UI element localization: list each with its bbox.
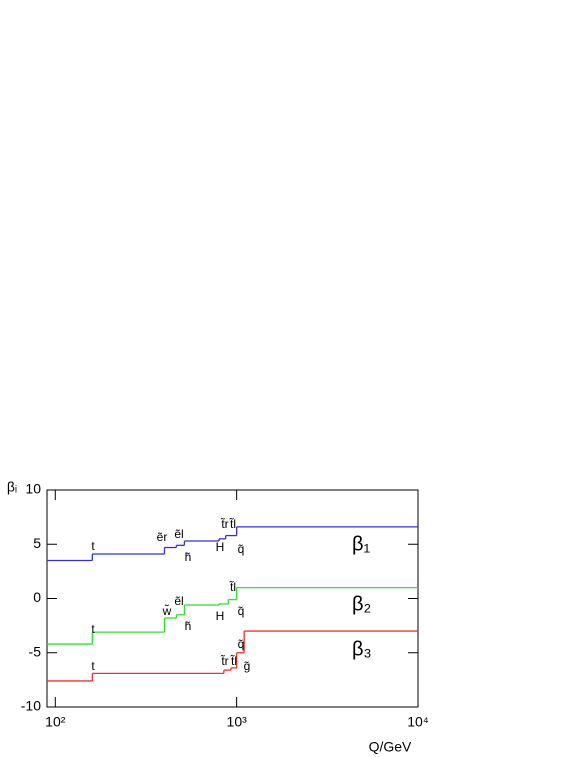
annotation: t — [91, 659, 95, 673]
annotation: ẽr — [157, 530, 168, 544]
y-axis-label: βᵢ — [7, 479, 17, 495]
annotation: t — [91, 622, 95, 636]
y-tick-label: -5 — [29, 643, 42, 659]
annotation: t̃r — [220, 654, 229, 669]
series-label: β₃ — [352, 638, 372, 660]
annotation: H — [216, 540, 225, 554]
x-tick-label: 10² — [45, 714, 66, 730]
annotation: H — [216, 609, 225, 623]
y-tick-label: 5 — [33, 535, 41, 551]
series-label: β₂ — [352, 593, 371, 615]
annotation: ẽl — [174, 594, 183, 608]
annotation: q̃ — [238, 604, 245, 618]
y-tick-label: 0 — [33, 589, 41, 605]
annotation: t̃l — [230, 654, 237, 669]
x-tick-label: 10⁴ — [407, 714, 429, 730]
annotation: g̃ — [244, 659, 251, 673]
annotation: q̃ — [238, 637, 245, 651]
x-axis-label: Q/GeV — [369, 739, 412, 755]
y-tick-label: -10 — [21, 698, 41, 714]
annotation: ẽl — [174, 527, 183, 541]
annotation: h̃ — [185, 619, 192, 633]
annotation: t̃l — [229, 580, 236, 595]
annotation: q̃ — [238, 542, 245, 556]
annotation: h̃ — [185, 550, 192, 564]
series-label: β₁ — [352, 533, 371, 555]
x-tick-label: 10³ — [227, 714, 248, 730]
annotation: w̃ — [162, 603, 172, 618]
annotation: t — [91, 539, 95, 553]
annotation: t̃l — [229, 517, 236, 532]
annotation: t̃r — [220, 517, 229, 532]
y-tick-label: 10 — [25, 481, 41, 497]
